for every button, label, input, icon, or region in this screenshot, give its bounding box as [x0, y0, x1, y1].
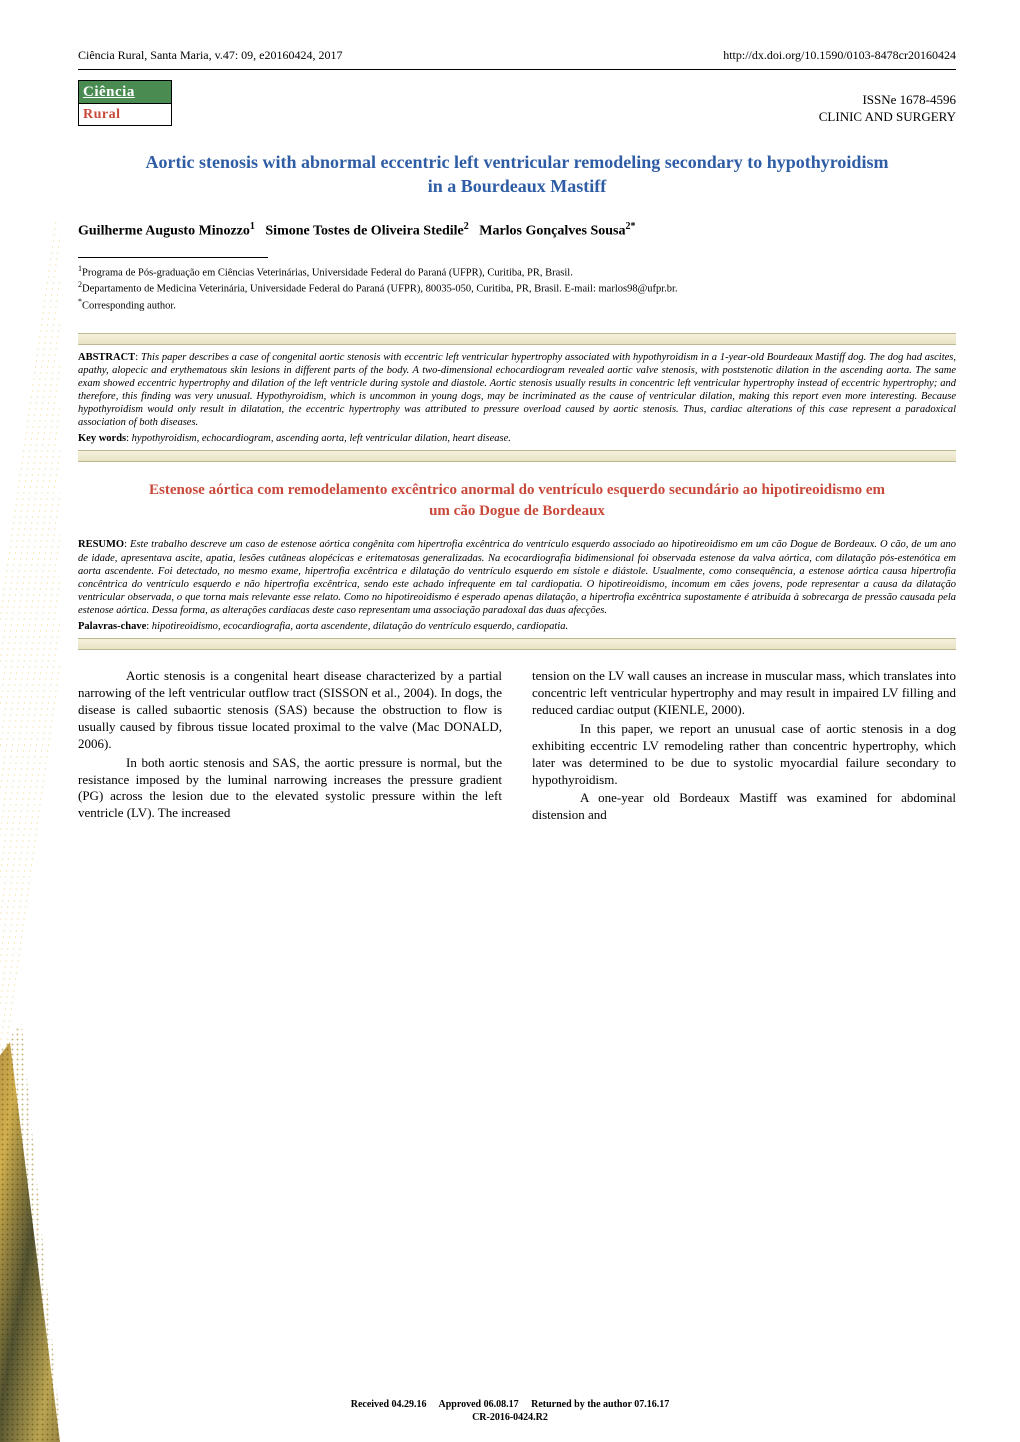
body-p: A one-year old Bordeaux Mastiff was exam…	[532, 790, 956, 824]
category: CLINIC AND SURGERY	[819, 108, 956, 126]
keywords-pt: Palavras-chave: hipotireoidismo, ecocard…	[78, 621, 956, 632]
abstract-pt-body: Este trabalho descreve um caso de esteno…	[78, 539, 956, 616]
footer-dates: Received 04.29.16 Approved 06.08.17 Retu…	[351, 1399, 670, 1410]
journal-logo: Ciência Rural	[78, 80, 172, 126]
rule-top	[78, 69, 956, 70]
running-head: Ciência Rural, Santa Maria, v.47: 09, e2…	[78, 48, 956, 63]
affil-2: Departamento de Medicina Veterinária, Un…	[82, 284, 678, 295]
affil-1: Programa de Pós-graduação em Ciências Ve…	[82, 268, 573, 279]
article-title-pt: Estenose aórtica com remodelamento excên…	[138, 480, 896, 522]
footer-ref: CR-2016-0424.R2	[472, 1412, 548, 1423]
body-col-left: Aortic stenosis is a congenital heart di…	[78, 668, 502, 826]
body-columns: Aortic stenosis is a congenital heart di…	[78, 668, 956, 826]
footer: Received 04.29.16 Approved 06.08.17 Retu…	[0, 1399, 1020, 1424]
article-title: Aortic stenosis with abnormal eccentric …	[138, 150, 896, 199]
abstract-pt-head: RESUMO	[78, 539, 124, 550]
left-decor	[0, 0, 60, 1442]
keywords-pt-head: Palavras-chave	[78, 621, 146, 632]
gradient-band	[78, 450, 956, 462]
body-p: tension on the LV wall causes an increas…	[532, 668, 956, 719]
abstract-en-head: ABSTRACT	[78, 352, 135, 363]
keywords-en-body: hypothyroidism, echocardiogram, ascendin…	[132, 433, 511, 444]
issn: ISSNe 1678-4596	[819, 91, 956, 109]
body-p: In this paper, we report an unusual case…	[532, 721, 956, 789]
journal-citation: Ciência Rural, Santa Maria, v.47: 09, e2…	[78, 48, 343, 63]
abstract-en: ABSTRACT: This paper describes a case of…	[78, 351, 956, 430]
affiliations: 1Programa de Pós-graduação em Ciências V…	[78, 264, 956, 312]
body-p: In both aortic stenosis and SAS, the aor…	[78, 755, 502, 823]
logo-bottom-text: Rural	[79, 103, 171, 125]
body-p: Aortic stenosis is a congenital heart di…	[78, 668, 502, 752]
logo-top-text: Ciência	[79, 81, 171, 103]
keywords-en: Key words: hypothyroidism, echocardiogra…	[78, 433, 956, 444]
affil-divider	[78, 257, 268, 258]
authors: Guilherme Augusto Minozzo1 Simone Tostes…	[78, 221, 956, 240]
abstract-en-body: This paper describes a case of congenita…	[78, 352, 956, 429]
keywords-en-head: Key words	[78, 433, 126, 444]
doi-link[interactable]: http://dx.doi.org/10.1590/0103-8478cr201…	[723, 48, 956, 63]
keywords-pt-body: hipotireoidismo, ecocardiografia, aorta …	[152, 621, 568, 632]
gradient-band	[78, 333, 956, 345]
body-col-right: tension on the LV wall causes an increas…	[532, 668, 956, 826]
abstract-pt: RESUMO: Este trabalho descreve um caso d…	[78, 538, 956, 617]
gradient-band	[78, 638, 956, 650]
category-row: Ciência Rural ISSNe 1678-4596 CLINIC AND…	[78, 80, 956, 126]
affil-corr: Corresponding author.	[82, 300, 176, 311]
